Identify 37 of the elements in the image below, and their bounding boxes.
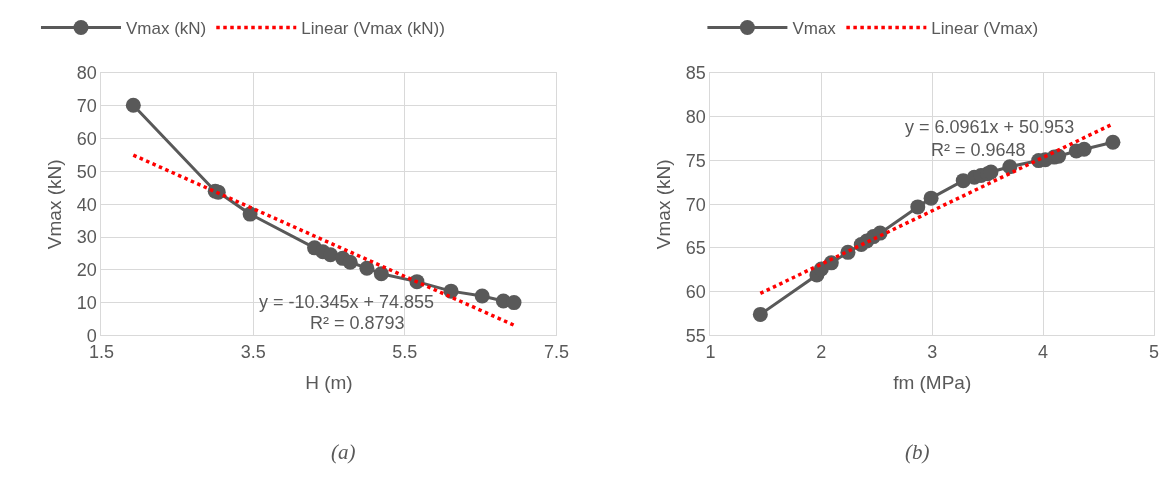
x-tick-label: 2 [816, 342, 827, 363]
x-tick-label: 7.5 [543, 342, 569, 363]
legend-label: Linear (Vmax) [931, 19, 1039, 39]
y-axis-title: Vmax (kN) [652, 159, 674, 250]
x-axis-title: H (m) [305, 371, 353, 393]
y-tick-label: 50 [76, 161, 97, 182]
y-tick-label: 60 [685, 281, 706, 302]
annotation: R² = 0.9648 [931, 140, 1026, 160]
x-tick-label: 5 [1148, 342, 1159, 363]
y-tick-label: 85 [685, 63, 706, 84]
y-tick-label: 60 [76, 129, 97, 150]
y-axis-title: Vmax (kN) [43, 159, 65, 250]
text: (a) [331, 440, 356, 464]
text: (b) [905, 440, 930, 464]
legend-label: Vmax [792, 19, 837, 39]
legend-label: Linear (Vmax (kN)) [301, 19, 445, 39]
annotation: y = -10.345x + 74.855 [259, 292, 435, 312]
x-tick-label: 1 [705, 342, 716, 363]
x-tick-label: 3 [927, 342, 938, 363]
y-tick-label: 20 [76, 260, 97, 281]
y-tick-label: 70 [76, 96, 97, 117]
annotation: y = 6.0961x + 50.953 [905, 117, 1075, 137]
y-tick-label: 65 [685, 238, 706, 259]
y-tick-label: 70 [685, 194, 706, 215]
annotation: R² = 0.8793 [310, 313, 405, 333]
x-axis-title: fm (MPa) [893, 371, 972, 393]
y-tick-label: 55 [685, 325, 706, 346]
y-tick-label: 80 [685, 107, 706, 128]
y-tick-label: 30 [76, 227, 97, 248]
y-tick-label: 75 [685, 150, 706, 171]
x-tick-label: 4 [1038, 342, 1049, 363]
x-tick-label: 5.5 [392, 342, 418, 363]
x-tick-label: 3.5 [240, 342, 266, 363]
y-tick-label: 10 [76, 292, 97, 313]
y-tick-label: 40 [76, 194, 97, 215]
legend-label: Vmax (kN) [125, 19, 207, 39]
y-tick-label: 80 [76, 63, 97, 84]
